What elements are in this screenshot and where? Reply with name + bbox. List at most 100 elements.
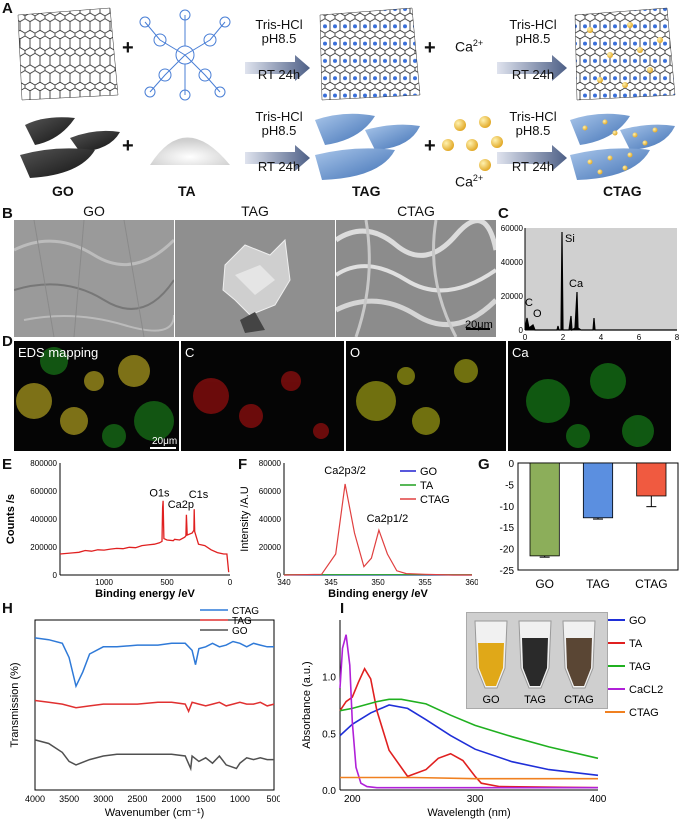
reaction-conditions: Tris-HCl pH8.5 RT 24h [509, 17, 557, 82]
ytick-label: 0 [508, 459, 514, 470]
legend-label: GO [232, 626, 248, 637]
legend-label: TAG [629, 661, 651, 673]
plus-sign: + [424, 37, 436, 59]
sem-image-tag [175, 220, 335, 337]
calcium-ion-label: Ca2+ [455, 173, 484, 190]
y-axis-label: Intensity /A.U [239, 486, 251, 551]
ytick-label: -10 [500, 502, 515, 513]
series-line [340, 776, 598, 780]
eds-xtick: 2 [561, 333, 566, 342]
ctag-lattice-icon [574, 7, 676, 101]
plot-frame [34, 619, 275, 791]
ctag-sheets-icon [570, 113, 675, 180]
eds-ytick: 40000 [501, 258, 524, 267]
plus-sign: + [122, 37, 134, 59]
panel-label-i: I [340, 600, 345, 617]
x-axis-label: Binding energy /eV [95, 588, 195, 600]
tag-lattice-icon [319, 7, 421, 101]
xtick-label: 340 [277, 578, 291, 587]
scheme-label-ctag: CTAG [603, 183, 642, 199]
ytick-label: 600000 [30, 487, 57, 496]
y-axis-label: Transmission (%) [9, 662, 21, 747]
y-axis-label: Counts /s [5, 494, 17, 544]
eds-map-composite: EDS mapping 20μm [14, 341, 179, 451]
vial-label-go: GO [482, 694, 500, 706]
ytick-label: 20000 [259, 543, 282, 552]
peak-annotation: Ca2p3/2 [324, 465, 366, 477]
calcium-spheres-icon [442, 116, 503, 171]
sem-title-ctag: CTAG [397, 203, 435, 219]
category-label: GO [535, 577, 554, 591]
eds-label-oxygen: O [350, 345, 361, 360]
sem-scalebar-label: 20μm [465, 319, 493, 331]
panel-label-d: D [2, 333, 13, 350]
bar [636, 462, 667, 497]
eds-map-texture [526, 363, 654, 448]
eds-peak-o: O [533, 308, 542, 320]
vials-photo-inset: GO TAG CTAG [466, 612, 608, 709]
peak-annotation: Ca2p [168, 499, 194, 511]
eds-map-texture [16, 347, 174, 448]
ytick-label: 1.0 [322, 673, 336, 684]
legend-label: CTAG [232, 606, 259, 617]
eds-xtick: 4 [599, 333, 604, 342]
reaction-conditions: Tris-HCl pH8.5 RT 24h [255, 17, 303, 82]
vial-label-ctag: CTAG [564, 694, 594, 706]
eds-xtick: 8 [675, 333, 680, 342]
ytick-label: 80000 [259, 459, 282, 468]
synthesis-scheme [17, 7, 676, 180]
ytick-label: -15 [500, 523, 515, 534]
xtick-label: 400 [590, 794, 607, 805]
legend-label: GO [629, 615, 647, 627]
panel-label-b: B [2, 205, 13, 222]
ta-powder-icon [150, 137, 230, 165]
legend-label: TA [629, 638, 643, 650]
xtick-label: 200 [344, 794, 361, 805]
x-axis-label: Wavenumber (cm⁻¹) [105, 807, 205, 819]
xtick-label: 0 [228, 578, 233, 587]
eds-scalebar [150, 447, 176, 449]
ytick-label: 0.5 [322, 729, 336, 740]
eds-peak-c: C [525, 297, 533, 309]
xtick-label: 2000 [162, 794, 182, 804]
go-lattice-icon [17, 7, 119, 101]
reaction-arrow-1-bottom [245, 145, 310, 171]
ytick-label: -25 [500, 566, 515, 577]
panel-label-c: C [498, 205, 509, 222]
y-axis-label: Absorbance (a.u.) [301, 661, 313, 748]
go-sheets-icon [20, 117, 120, 178]
xtick-label: 3500 [59, 794, 79, 804]
series-line [339, 698, 599, 760]
bar [582, 462, 614, 519]
eds-map-calcium: Ca [508, 341, 671, 451]
sem-image-ctag [336, 220, 496, 337]
xtick-label: 4000 [25, 794, 45, 804]
peak-annotation: C1s [189, 489, 209, 501]
x-axis-label: Binding energy /eV [328, 588, 428, 600]
eds-map-oxygen: O [346, 341, 506, 451]
calcium-ion-label: Ca2+ [455, 38, 484, 55]
xtick-label: 3000 [93, 794, 113, 804]
eds-label-calcium: Ca [512, 345, 529, 360]
panel-label-g: G [478, 456, 490, 473]
eds-ytick: 20000 [501, 292, 524, 301]
xtick-label: 345 [324, 578, 338, 587]
sem-title-go: GO [83, 203, 105, 219]
eds-map-texture [356, 359, 478, 435]
eds-peak-ca: Ca [569, 278, 584, 290]
xtick-label: 355 [418, 578, 432, 587]
eds-scalebar-label: 20μm [152, 436, 178, 447]
scheme-label-ta: TA [178, 183, 196, 199]
legend-label: TAG [232, 616, 252, 627]
xtick-label: 1000 [95, 578, 113, 587]
xtick-label: 350 [371, 578, 385, 587]
ytick-label: 200000 [30, 543, 57, 552]
eds-peak-si: Si [565, 233, 575, 245]
tag-sheets-icon [315, 113, 420, 180]
xtick-label: 1000 [230, 794, 250, 804]
ytick-label: -20 [500, 545, 515, 556]
legend-label: TA [420, 480, 434, 492]
legend-label: CTAG [420, 494, 450, 506]
peak-annotation: Ca2p1/2 [367, 513, 409, 525]
